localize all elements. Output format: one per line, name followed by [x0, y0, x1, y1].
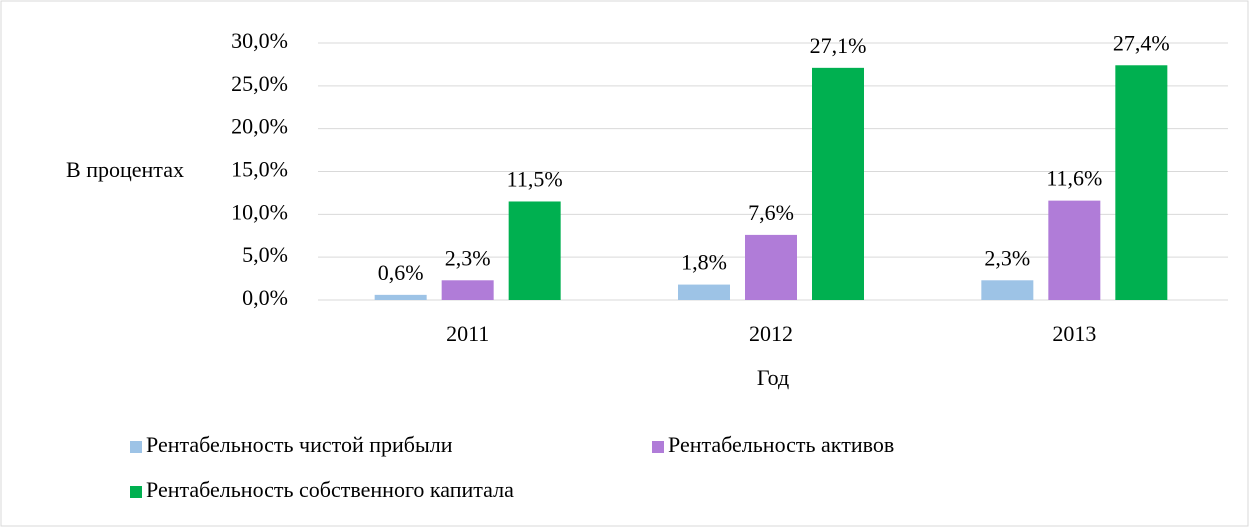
x-tick-label: 2013 [1052, 321, 1096, 346]
bar [678, 284, 730, 300]
data-label: 2,3% [984, 245, 1030, 270]
bar [1115, 65, 1168, 300]
data-label: 27,1% [810, 33, 867, 58]
data-label: 7,6% [748, 200, 794, 225]
y-tick-label: 20,0% [231, 114, 288, 139]
bar [508, 201, 561, 300]
data-label: 27,4% [1113, 30, 1170, 55]
y-tick-label: 0,0% [242, 285, 288, 310]
legend-swatch [130, 486, 142, 498]
legend-swatch [652, 441, 664, 453]
bar [441, 280, 494, 300]
y-axis-title: В процентах [66, 157, 184, 182]
data-label: 0,6% [378, 260, 424, 285]
data-label: 11,5% [507, 167, 563, 192]
y-tick-label: 30,0% [231, 28, 288, 53]
y-tick-label: 15,0% [231, 157, 288, 182]
legend-label: Рентабельность чистой прибыли [146, 432, 453, 457]
y-tick-label: 10,0% [231, 199, 288, 224]
legend-swatch [130, 441, 142, 453]
data-label: 2,3% [445, 245, 491, 270]
legend-label: Рентабельность собственного капитала [146, 477, 514, 502]
bar [1048, 200, 1101, 300]
legend-label: Рентабельность активов [668, 432, 894, 457]
bar [374, 294, 427, 300]
data-label: 1,8% [681, 250, 727, 275]
y-tick-label: 25,0% [231, 71, 288, 96]
data-label: 11,6% [1046, 166, 1102, 191]
bar [745, 234, 797, 300]
bar [812, 67, 864, 301]
y-tick-label: 5,0% [242, 242, 288, 267]
x-axis-title: Год [757, 365, 789, 390]
x-tick-label: 2012 [749, 321, 793, 346]
x-tick-label: 2011 [446, 321, 489, 346]
bar [981, 280, 1034, 300]
